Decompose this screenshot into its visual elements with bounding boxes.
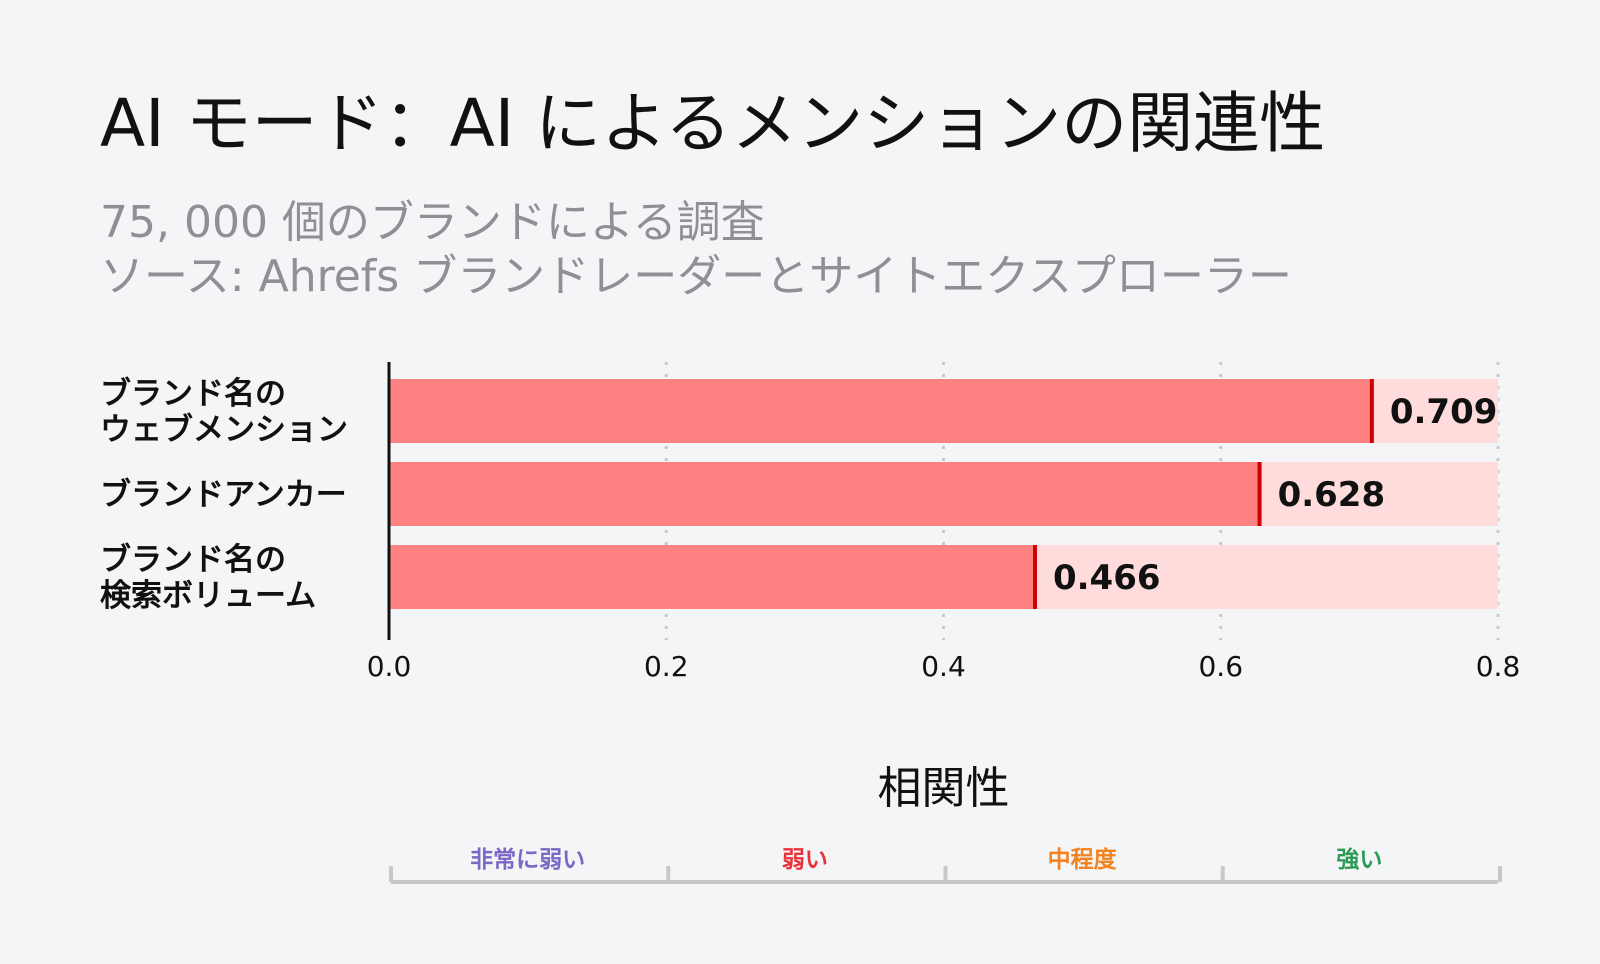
- strength-label: 強い: [1336, 847, 1382, 873]
- strength-label: 非常に弱い: [470, 847, 585, 873]
- x-axis-title: 相関性: [878, 763, 1010, 814]
- category-label: ブランド名のウェブメンション: [100, 376, 348, 448]
- bar: [389, 462, 1260, 526]
- category-label: ブランド名の検索ボリューム: [100, 542, 316, 614]
- bar-end-marker: [1257, 462, 1262, 526]
- data-label: 0.628: [1278, 475, 1386, 515]
- bar: [389, 379, 1372, 443]
- x-tick-label: 0.4: [921, 650, 966, 683]
- subtitle-source: ソース: Ahrefs ブランドレーダーとサイトエクスプローラー: [100, 251, 1292, 302]
- strength-label: 中程度: [1048, 846, 1118, 873]
- data-label: 0.709: [1390, 392, 1498, 432]
- data-label: 0.466: [1053, 558, 1161, 598]
- subtitle-study-size: 75, 000 個のブランドによる調査: [100, 197, 765, 248]
- x-tick-label: 0.8: [1476, 650, 1521, 683]
- chart-subtitle: 75, 000 個のブランドによる調査 ソース: Ahrefs ブランドレーダー…: [100, 196, 1292, 304]
- bar-end-marker: [1369, 379, 1374, 443]
- bar: [389, 545, 1035, 609]
- category-label: ブランドアンカー: [100, 477, 347, 513]
- strength-label: 弱い: [782, 847, 828, 873]
- x-tick-label: 0.6: [1198, 650, 1243, 683]
- x-tick-label: 0.0: [367, 650, 412, 683]
- x-tick-label: 0.2: [644, 650, 689, 683]
- bar-end-marker: [1032, 545, 1037, 609]
- chart-title: AI モード：AI によるメンションの関連性: [100, 85, 1326, 162]
